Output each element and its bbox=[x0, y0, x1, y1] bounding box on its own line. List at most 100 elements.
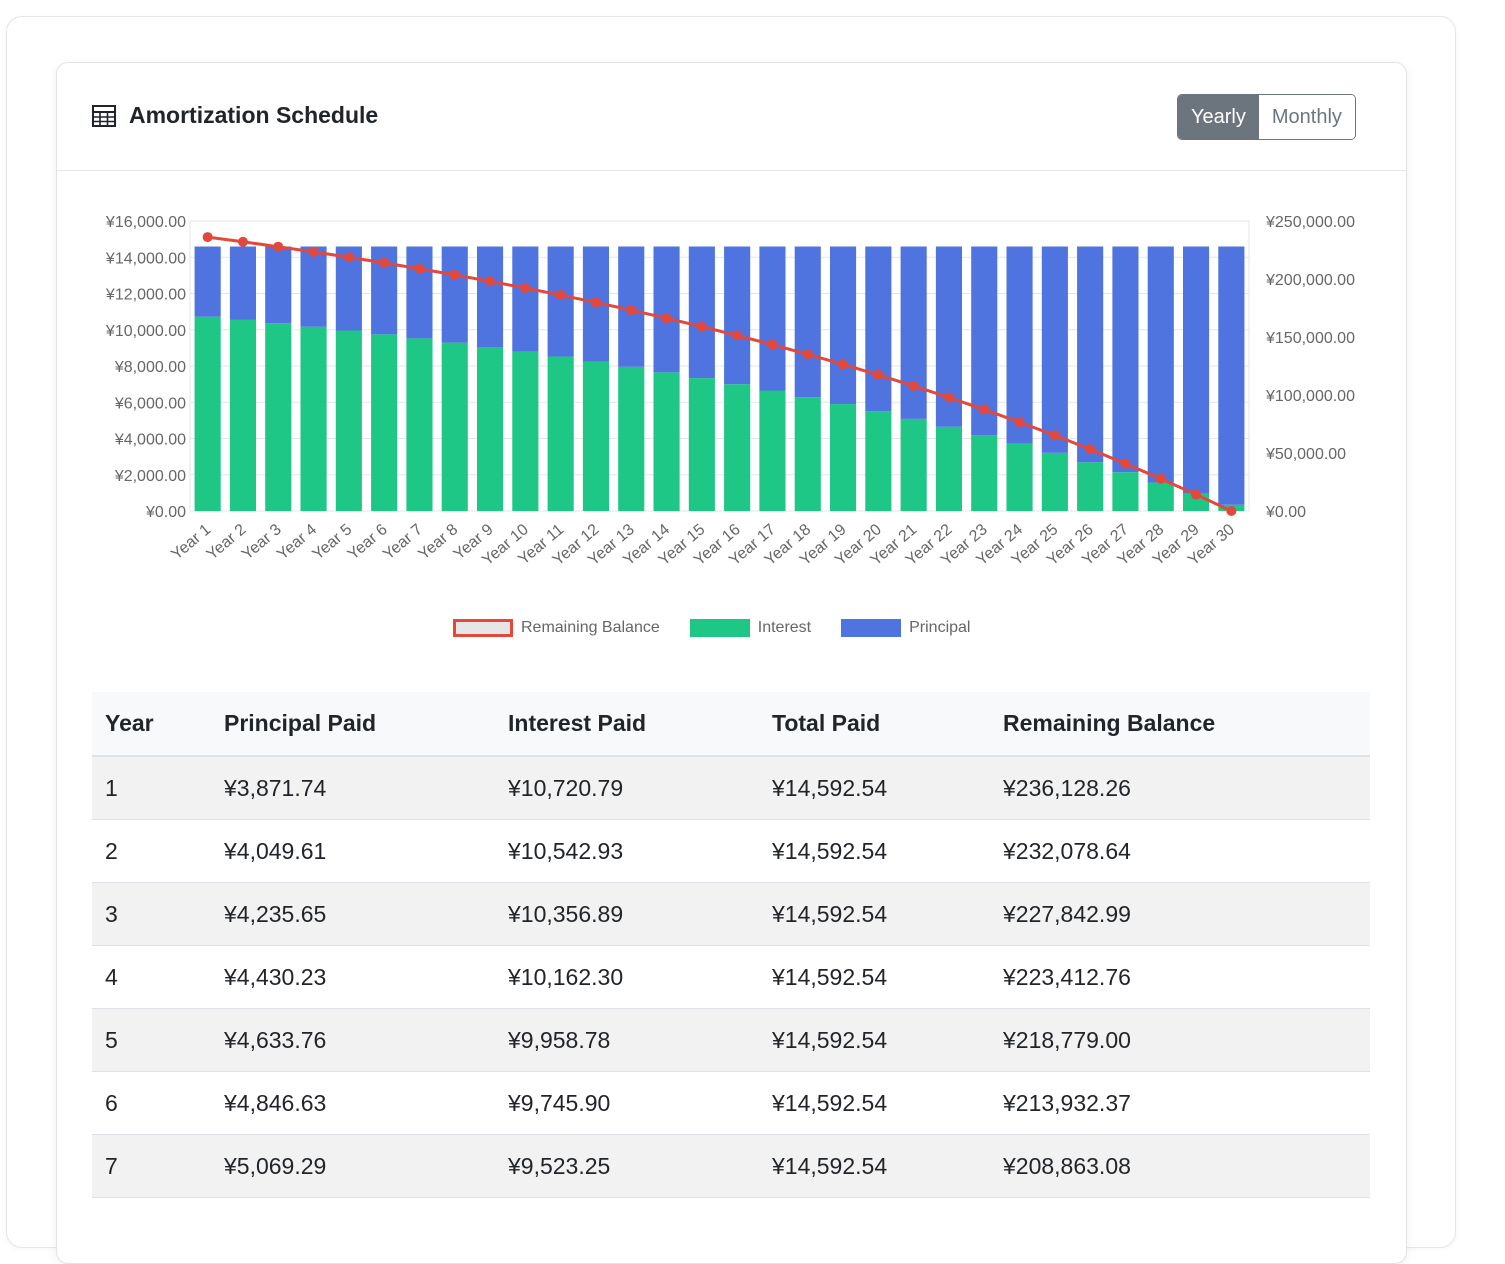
cell-total: ¥14,592.54 bbox=[759, 945, 990, 1009]
cell-principal: ¥4,235.65 bbox=[211, 882, 495, 946]
interest-bar bbox=[441, 342, 468, 511]
remaining-balance-point bbox=[590, 297, 601, 308]
remaining-balance-point bbox=[908, 380, 919, 391]
cell-balance: ¥208,863.08 bbox=[990, 1134, 1370, 1198]
remaining-balance-point bbox=[661, 313, 672, 324]
cell-principal: ¥4,430.23 bbox=[211, 945, 495, 1009]
principal-bar bbox=[829, 246, 857, 405]
principal-bar bbox=[1077, 246, 1104, 463]
interest-bar bbox=[759, 390, 786, 511]
cell-principal: ¥4,049.61 bbox=[211, 819, 495, 883]
header-balance: Remaining Balance bbox=[990, 692, 1370, 757]
principal-bar bbox=[512, 246, 539, 352]
x-tick-label: Year 5 bbox=[310, 521, 356, 563]
y-left-tick-label: ¥12,000.00 bbox=[105, 287, 186, 304]
legend-item-balance[interactable]: Remaining Balance bbox=[453, 619, 660, 637]
interest-bar bbox=[265, 323, 292, 511]
cell-year: 4 bbox=[92, 945, 211, 1009]
interest-bar bbox=[229, 319, 257, 511]
principal-bar bbox=[794, 246, 821, 398]
cell-principal: ¥4,633.76 bbox=[211, 1008, 495, 1072]
y-left-tick-label: ¥0.00 bbox=[145, 504, 186, 521]
remaining-balance-point bbox=[838, 359, 849, 370]
cell-interest: ¥9,958.78 bbox=[495, 1008, 759, 1072]
interest-bar bbox=[1006, 443, 1033, 511]
cell-interest: ¥9,523.25 bbox=[495, 1134, 759, 1198]
remaining-balance-point bbox=[802, 349, 813, 360]
principal-bar bbox=[653, 246, 680, 373]
cell-year: 7 bbox=[92, 1134, 211, 1198]
legend-swatch-interest bbox=[689, 619, 750, 637]
interest-bar bbox=[935, 426, 963, 511]
x-tick-label: Year 6 bbox=[345, 521, 391, 563]
remaining-balance-line bbox=[207, 235, 1232, 513]
principal-bar bbox=[1147, 246, 1174, 483]
principal-bar bbox=[265, 246, 292, 324]
principal-bar bbox=[476, 246, 504, 348]
y-left-tick-label: ¥6,000.00 bbox=[114, 395, 186, 412]
cell-total: ¥14,592.54 bbox=[759, 1071, 990, 1135]
x-tick-label: Year 7 bbox=[380, 521, 426, 563]
cell-total: ¥14,592.54 bbox=[759, 756, 990, 820]
remaining-balance-point bbox=[202, 232, 213, 243]
cell-year: 1 bbox=[92, 756, 211, 820]
remaining-balance-point bbox=[1155, 473, 1166, 484]
table-row: 2 ¥4,049.61 ¥10,542.93 ¥14,592.54 ¥232,0… bbox=[92, 819, 1370, 883]
y-left-tick-label: ¥2,000.00 bbox=[114, 468, 186, 485]
y-left-tick-label: ¥4,000.00 bbox=[114, 432, 186, 449]
cell-balance: ¥223,412.76 bbox=[990, 945, 1370, 1009]
table-row: 4 ¥4,430.23 ¥10,162.30 ¥14,592.54 ¥223,4… bbox=[92, 945, 1370, 1009]
header-year: Year bbox=[92, 692, 211, 757]
y-right-tick-label: ¥200,000.00 bbox=[1265, 272, 1355, 289]
amortization-card: Amortization Schedule Yearly Monthly ¥0.… bbox=[56, 62, 1407, 1264]
y-left-tick-label: ¥14,000.00 bbox=[105, 250, 186, 267]
legend-item-principal[interactable]: Principal bbox=[841, 619, 970, 637]
principal-bar bbox=[547, 246, 574, 357]
principal-bar bbox=[971, 246, 998, 436]
remaining-balance-point bbox=[1226, 506, 1237, 516]
interest-bar bbox=[194, 316, 221, 511]
view-toggle: Yearly Monthly bbox=[1177, 94, 1356, 140]
interest-bar bbox=[512, 351, 539, 511]
y-left-tick-label: ¥8,000.00 bbox=[114, 359, 186, 376]
interest-bar bbox=[1112, 472, 1139, 511]
legend-swatch-principal bbox=[841, 619, 902, 637]
cell-total: ¥14,592.54 bbox=[759, 1008, 990, 1072]
remaining-balance-point bbox=[414, 263, 425, 274]
interest-bar bbox=[1077, 462, 1104, 511]
remaining-balance-point bbox=[1049, 430, 1060, 441]
header-principal: Principal Paid bbox=[211, 692, 495, 757]
x-tick-label: Year 3 bbox=[239, 521, 285, 563]
monthly-button[interactable]: Monthly bbox=[1258, 95, 1355, 139]
remaining-balance-point bbox=[1014, 417, 1025, 428]
cell-total: ¥14,592.54 bbox=[759, 882, 990, 946]
table-row: 5 ¥4,633.76 ¥9,958.78 ¥14,592.54 ¥218,77… bbox=[92, 1008, 1370, 1072]
y-right-tick-label: ¥0.00 bbox=[1265, 504, 1306, 521]
x-tick-label: Year 8 bbox=[415, 521, 461, 563]
table-row: 3 ¥4,235.65 ¥10,356.89 ¥14,592.54 ¥227,8… bbox=[92, 882, 1370, 946]
cell-total: ¥14,592.54 bbox=[759, 819, 990, 883]
principal-bar bbox=[1182, 246, 1210, 494]
principal-bar bbox=[229, 246, 257, 320]
principal-bar bbox=[900, 246, 927, 419]
header-interest: Interest Paid bbox=[495, 692, 759, 757]
legend-item-interest[interactable]: Interest bbox=[689, 619, 811, 637]
card-header: Amortization Schedule Yearly Monthly bbox=[57, 63, 1406, 171]
cell-total: ¥14,592.54 bbox=[759, 1134, 990, 1198]
y-right-tick-label: ¥100,000.00 bbox=[1265, 388, 1355, 405]
cell-interest: ¥9,745.90 bbox=[495, 1071, 759, 1135]
principal-bar bbox=[406, 246, 433, 339]
cell-interest: ¥10,162.30 bbox=[495, 945, 759, 1009]
yearly-button[interactable]: Yearly bbox=[1178, 95, 1259, 139]
y-right-tick-label: ¥150,000.00 bbox=[1265, 330, 1355, 347]
remaining-balance-point bbox=[273, 241, 284, 252]
header-total: Total Paid bbox=[759, 692, 990, 757]
y-right-tick-label: ¥250,000.00 bbox=[1265, 214, 1355, 231]
table-row: 7 ¥5,069.29 ¥9,523.25 ¥14,592.54 ¥208,86… bbox=[92, 1134, 1370, 1198]
remaining-balance-point bbox=[1191, 489, 1202, 500]
interest-bar bbox=[724, 384, 751, 511]
cell-interest: ¥10,356.89 bbox=[495, 882, 759, 946]
principal-bar bbox=[759, 246, 786, 391]
cell-balance: ¥236,128.26 bbox=[990, 756, 1370, 820]
cell-year: 5 bbox=[92, 1008, 211, 1072]
